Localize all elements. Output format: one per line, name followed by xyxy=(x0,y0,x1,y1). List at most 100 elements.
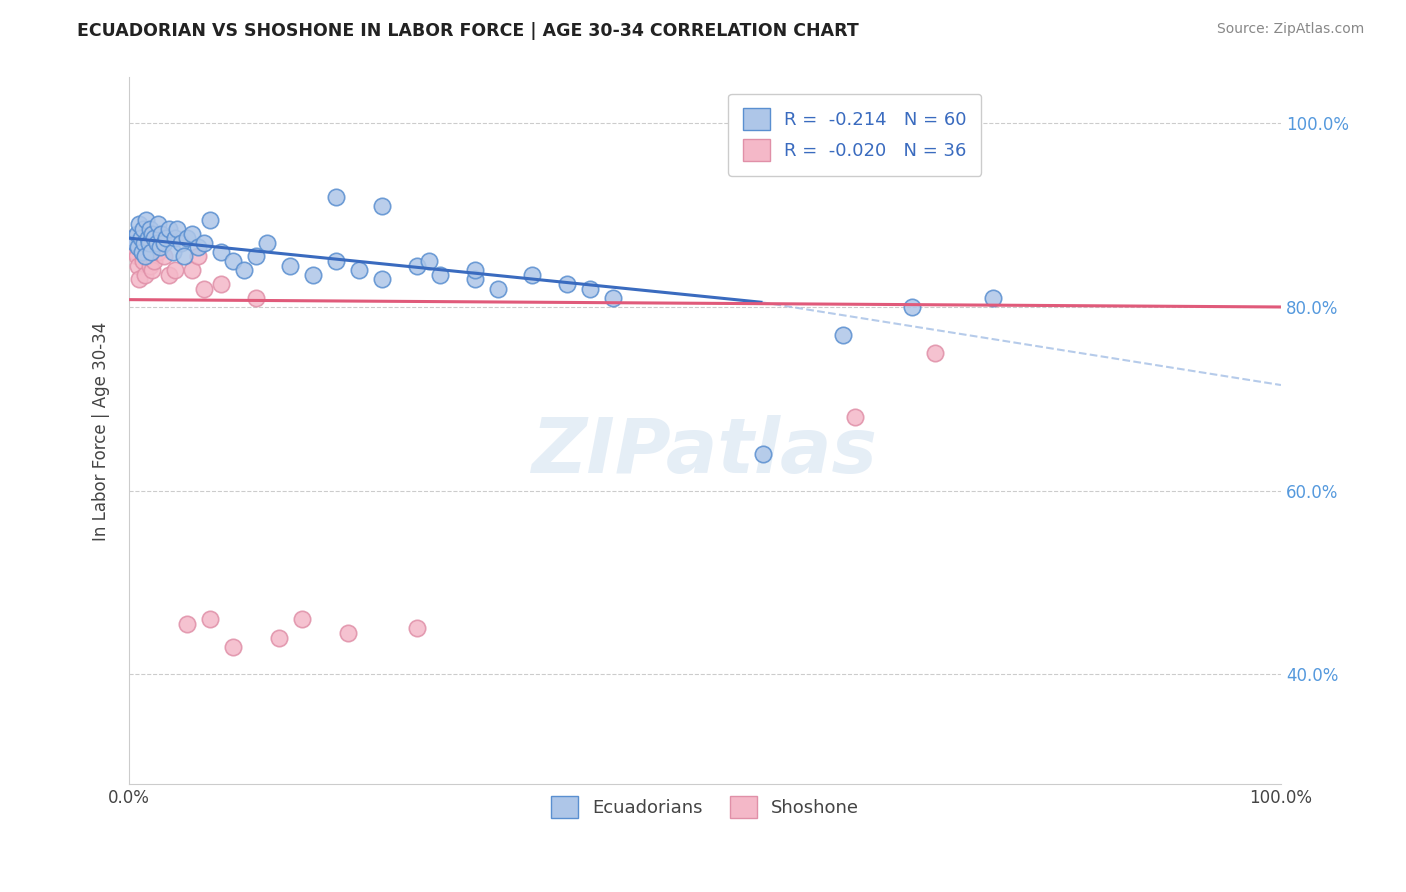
Point xyxy=(222,640,245,654)
Point xyxy=(139,244,162,259)
Point xyxy=(139,259,162,273)
Point xyxy=(325,254,347,268)
Point xyxy=(125,244,148,259)
Point xyxy=(124,235,146,250)
Point xyxy=(150,227,173,241)
Point xyxy=(176,231,198,245)
Point xyxy=(181,263,204,277)
Point xyxy=(901,300,924,314)
Point xyxy=(124,235,146,250)
Point xyxy=(166,222,188,236)
Point xyxy=(127,259,149,273)
Point xyxy=(139,244,162,259)
Point xyxy=(127,250,149,264)
Point xyxy=(486,282,509,296)
Point xyxy=(406,259,429,273)
Point xyxy=(245,291,267,305)
Point xyxy=(602,291,624,305)
Point xyxy=(170,235,193,250)
Point xyxy=(132,222,155,236)
Point xyxy=(141,263,163,277)
Point xyxy=(141,227,163,241)
Point xyxy=(143,231,166,245)
Y-axis label: In Labor Force | Age 30-34: In Labor Force | Age 30-34 xyxy=(93,321,110,541)
Point xyxy=(138,235,160,250)
Point xyxy=(129,231,152,245)
Point xyxy=(371,199,394,213)
Point xyxy=(146,244,169,259)
Point xyxy=(143,254,166,268)
Point xyxy=(157,268,180,282)
Point xyxy=(579,282,602,296)
Point xyxy=(193,282,215,296)
Point xyxy=(136,231,159,245)
Point xyxy=(121,231,143,245)
Point xyxy=(127,227,149,241)
Point xyxy=(187,240,209,254)
Point xyxy=(418,254,440,268)
Point xyxy=(131,244,153,259)
Point xyxy=(981,291,1004,305)
Point xyxy=(149,240,172,254)
Point xyxy=(751,447,773,461)
Point xyxy=(209,277,232,291)
Point xyxy=(187,250,209,264)
Point xyxy=(128,272,150,286)
Point xyxy=(222,254,245,268)
Point xyxy=(267,631,290,645)
Point xyxy=(291,612,314,626)
Point xyxy=(336,626,359,640)
Point xyxy=(128,218,150,232)
Point xyxy=(245,250,267,264)
Text: Source: ZipAtlas.com: Source: ZipAtlas.com xyxy=(1216,22,1364,37)
Point xyxy=(302,268,325,282)
Point xyxy=(162,244,184,259)
Point xyxy=(173,250,195,264)
Point xyxy=(132,254,155,268)
Legend: Ecuadorians, Shoshone: Ecuadorians, Shoshone xyxy=(544,789,866,825)
Point xyxy=(256,235,278,250)
Point xyxy=(134,268,156,282)
Point xyxy=(129,235,152,250)
Point xyxy=(844,410,866,425)
Point xyxy=(132,235,155,250)
Point xyxy=(406,621,429,635)
Point xyxy=(139,222,162,236)
Point xyxy=(155,231,177,245)
Point xyxy=(522,268,544,282)
Point xyxy=(464,272,486,286)
Text: ECUADORIAN VS SHOSHONE IN LABOR FORCE | AGE 30-34 CORRELATION CHART: ECUADORIAN VS SHOSHONE IN LABOR FORCE | … xyxy=(77,22,859,40)
Point xyxy=(233,263,256,277)
Point xyxy=(176,616,198,631)
Point xyxy=(135,212,157,227)
Point xyxy=(121,231,143,245)
Point xyxy=(198,212,221,227)
Point xyxy=(134,250,156,264)
Point xyxy=(209,244,232,259)
Point xyxy=(555,277,578,291)
Point xyxy=(132,231,155,245)
Point xyxy=(464,263,486,277)
Point xyxy=(371,272,394,286)
Point xyxy=(325,190,347,204)
Point xyxy=(181,227,204,241)
Point xyxy=(152,235,174,250)
Point xyxy=(832,327,855,342)
Point xyxy=(138,235,160,250)
Point xyxy=(135,240,157,254)
Point xyxy=(165,263,187,277)
Point xyxy=(349,263,371,277)
Point xyxy=(146,218,169,232)
Point xyxy=(157,222,180,236)
Text: ZIPatlas: ZIPatlas xyxy=(531,415,877,489)
Point xyxy=(924,346,946,360)
Point xyxy=(280,259,302,273)
Point xyxy=(198,612,221,626)
Point xyxy=(193,235,215,250)
Point xyxy=(165,231,187,245)
Point xyxy=(145,235,167,250)
Point xyxy=(152,250,174,264)
Point xyxy=(131,244,153,259)
Point xyxy=(429,268,451,282)
Point xyxy=(127,240,149,254)
